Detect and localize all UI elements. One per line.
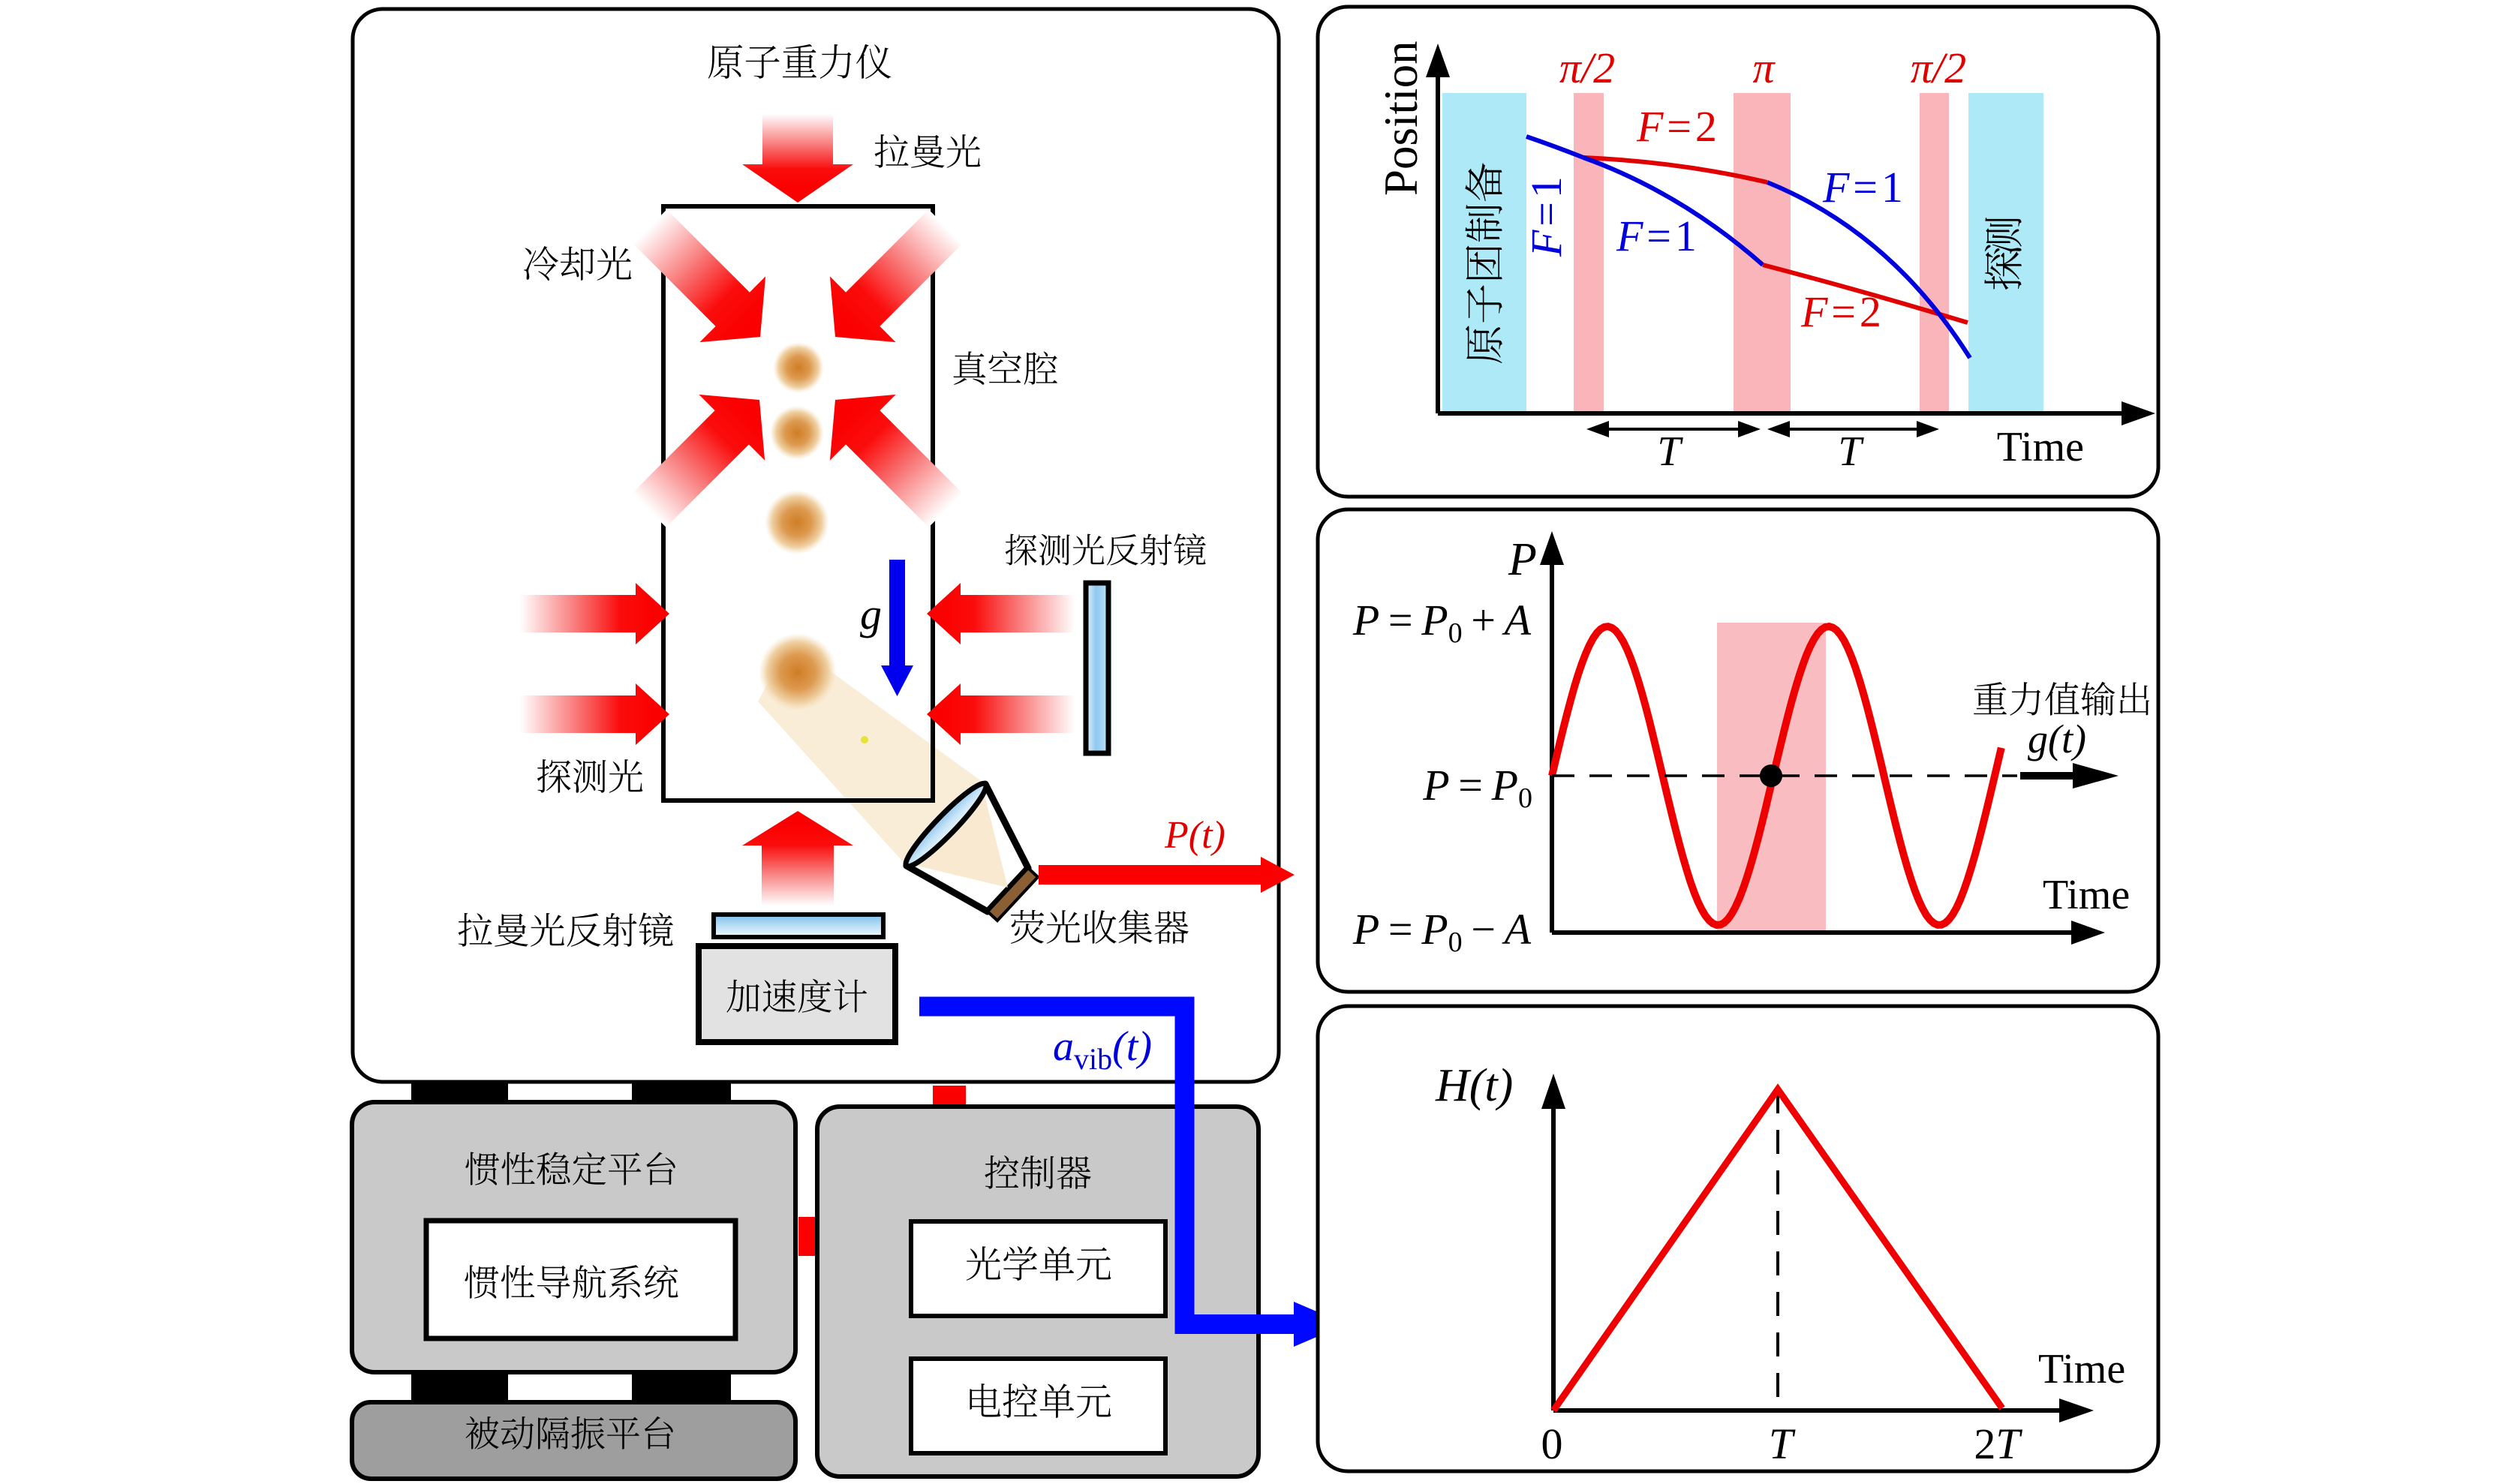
svg-text:Time: Time [1997, 424, 2084, 470]
svg-text:T: T [1769, 1419, 1796, 1468]
svg-text:F = 2: F = 2 [1800, 287, 1881, 336]
svg-text:P = P0 + A: P = P0 + A [1352, 596, 1532, 649]
svg-text:Time: Time [2038, 1346, 2125, 1392]
svg-text:g: g [860, 590, 882, 638]
svg-text:P: P [1508, 534, 1537, 585]
svg-text:F = 2: F = 2 [1636, 102, 1717, 151]
svg-text:Time: Time [2043, 872, 2130, 918]
svg-text:P = P0: P = P0 [1422, 761, 1532, 814]
svg-text:π/2: π/2 [1559, 44, 1615, 92]
svg-text:T: T [1657, 428, 1683, 475]
svg-text:F = 1: F = 1 [1522, 176, 1571, 257]
svg-text:F = 1: F = 1 [1616, 212, 1697, 260]
svg-text:P = P0 − A: P = P0 − A [1352, 905, 1532, 958]
svg-text:g(t): g(t) [2028, 716, 2086, 762]
svg-text:0: 0 [1541, 1419, 1563, 1468]
svg-text:H(t): H(t) [1435, 1060, 1513, 1111]
svg-text:T: T [1838, 428, 1864, 475]
svg-text:Position: Position [1375, 41, 1427, 196]
svg-text:2T: 2T [1974, 1419, 2022, 1468]
svg-text:π: π [1752, 44, 1776, 92]
svg-text:avib(t): avib(t) [1053, 1023, 1152, 1076]
svg-text:π/2: π/2 [1911, 44, 1966, 92]
svg-text:P(t): P(t) [1164, 814, 1225, 857]
svg-text:F = 1: F = 1 [1822, 163, 1903, 212]
